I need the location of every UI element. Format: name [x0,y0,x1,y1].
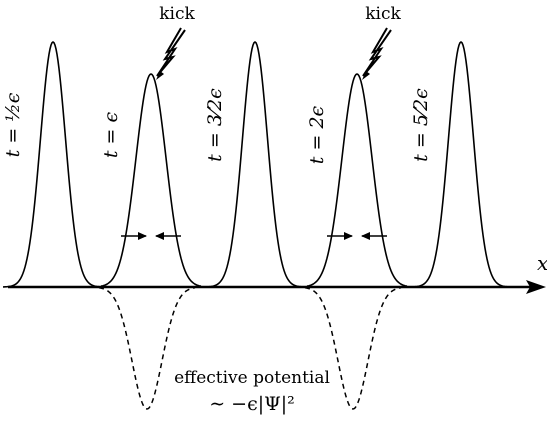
lightning-bolt-tip [156,71,164,80]
time-label-1: t = ½ϵ [2,92,24,157]
time-label-3: t = 3⁄2ϵ [204,88,226,162]
kick-label: kick [159,4,195,24]
x-axis-arrowhead [526,280,546,294]
wave-packet-2 [100,73,202,287]
kick-label: kick [365,4,401,24]
potential-label-line2: ∼ −ϵ|Ψ|² [209,393,295,415]
effective-potential-wells [98,286,402,410]
potential-well-2 [98,286,196,410]
lightning-bolt-icon [156,27,186,77]
wave-packet-1 [2,40,104,288]
time-label-5: t = 5⁄2ϵ [410,88,432,162]
potential-well-4 [304,286,402,410]
time-labels: t = ½ϵ t = ϵ t = 3⁄2ϵ t = 2ϵ t = 5⁄2ϵ [2,88,432,164]
time-label-2: t = ϵ [100,112,122,159]
wave-packet-3 [204,40,306,288]
wave-packet-4 [306,73,408,287]
kick-annotations: kick kick [156,4,401,80]
time-label-4: t = 2ϵ [306,105,328,164]
x-axis-label: x [537,251,547,275]
lightning-bolt-tip [362,71,370,80]
potential-label-line1: effective potential [174,368,330,388]
wave-packets [2,40,512,288]
lightning-bolt-icon [362,27,392,77]
wave-packet-5 [410,40,512,288]
